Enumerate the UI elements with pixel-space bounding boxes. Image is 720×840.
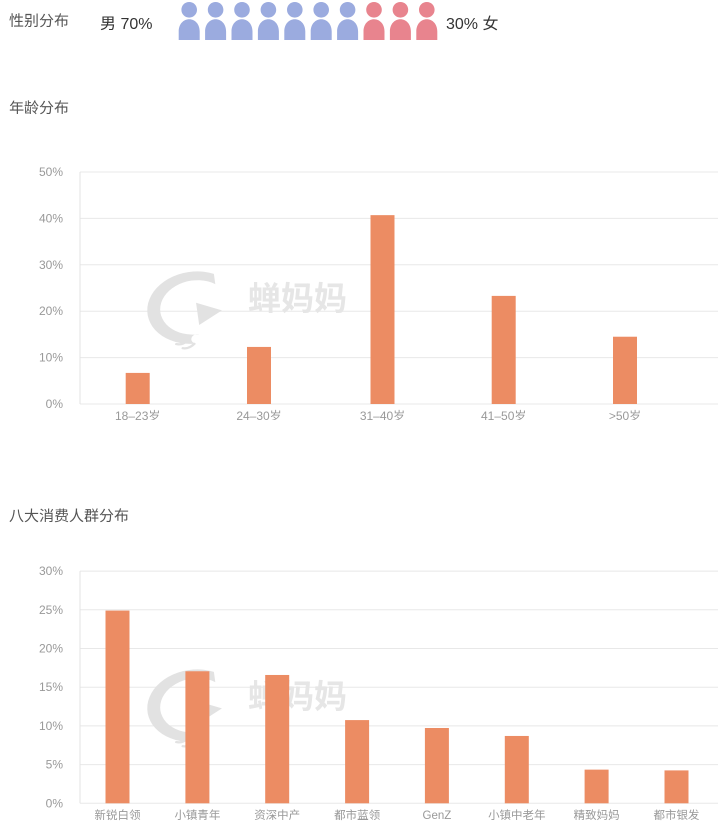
svg-text:30%: 30%: [39, 565, 63, 578]
svg-text:小镇中老年: 小镇中老年: [488, 809, 546, 822]
svg-text:都市蓝领: 都市蓝领: [334, 809, 380, 822]
svg-text:GenZ: GenZ: [423, 810, 452, 822]
svg-text:25%: 25%: [39, 603, 63, 617]
svg-text:10%: 10%: [39, 719, 63, 733]
svg-text:蝉妈妈: 蝉妈妈: [248, 678, 347, 715]
svg-text:20%: 20%: [39, 642, 63, 656]
svg-text:0%: 0%: [46, 397, 64, 411]
svg-text:10%: 10%: [39, 351, 63, 365]
svg-text:40%: 40%: [39, 211, 63, 225]
svg-text:>50岁: >50岁: [609, 409, 641, 420]
svg-text:30%: 30%: [39, 258, 63, 272]
svg-text:小镇青年: 小镇青年: [174, 809, 220, 822]
svg-text:精致妈妈: 精致妈妈: [574, 808, 620, 822]
svg-text:50%: 50%: [39, 165, 63, 179]
svg-text:新锐白领: 新锐白领: [95, 809, 141, 822]
svg-text:41–50岁: 41–50岁: [481, 409, 526, 420]
svg-text:蝉妈妈: 蝉妈妈: [248, 280, 347, 317]
svg-text:都市银发: 都市银发: [654, 809, 700, 822]
svg-text:15%: 15%: [39, 680, 63, 694]
svg-text:31–40岁: 31–40岁: [360, 409, 405, 420]
svg-text:5%: 5%: [46, 758, 64, 772]
svg-text:20%: 20%: [39, 304, 63, 318]
svg-text:0%: 0%: [46, 796, 64, 810]
svg-text:18–23岁: 18–23岁: [115, 409, 160, 420]
svg-text:资深中产: 资深中产: [254, 809, 300, 822]
svg-text:24–30岁: 24–30岁: [236, 409, 281, 420]
